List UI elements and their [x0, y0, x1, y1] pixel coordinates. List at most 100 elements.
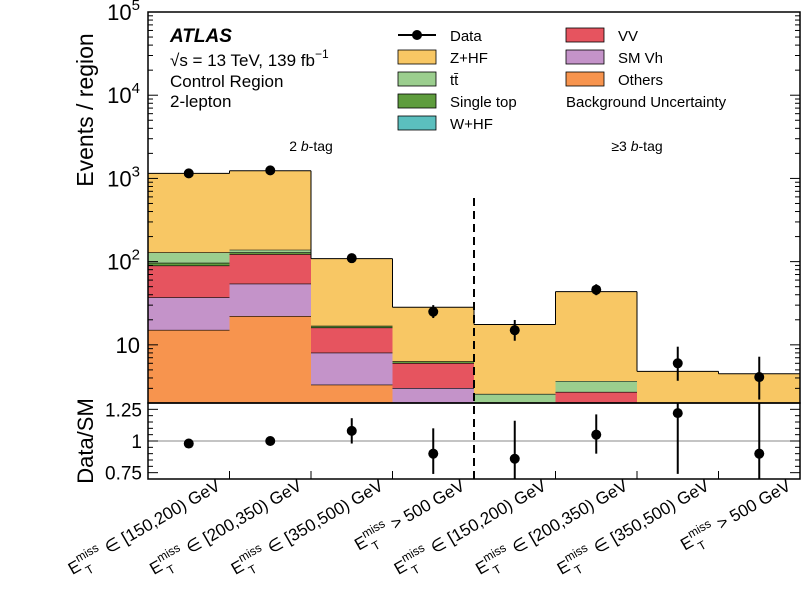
region-label-1: 2 b-tag — [289, 138, 333, 154]
bar-single-top-bin-3 — [311, 326, 393, 328]
stacked-backgrounds — [148, 170, 800, 403]
region-label-italic: b — [301, 138, 309, 154]
xtick-label-range: > 500 GeV — [710, 476, 795, 536]
ratio-axis-title: Data/SM — [73, 398, 98, 484]
ytick-label: 105 — [107, 0, 140, 25]
legend-swatch-w-hf — [397, 115, 437, 131]
ratio-ytick-label: 1.25 — [105, 400, 142, 421]
ratio-point-bin-4 — [428, 448, 439, 459]
ytick-exponent: 2 — [132, 247, 140, 264]
bar-others-bin-2 — [229, 316, 311, 403]
region-label-suffix: -tag — [639, 138, 663, 154]
bar-single-top-bin-2 — [229, 252, 311, 255]
legend-label-sm-vh: SM Vh — [618, 50, 663, 67]
legend-swatch-z-hf — [397, 49, 437, 65]
data-point-bin-4 — [428, 306, 439, 317]
bar-z-hf-bin-2 — [229, 170, 311, 250]
energy-text: √s = 13 TeV, 139 fb — [170, 51, 315, 70]
bar-others-bin-1 — [148, 330, 230, 403]
ratio-point-bin-5 — [509, 453, 520, 464]
y-axis-title: Events / region — [72, 33, 98, 186]
lumi-exponent: −1 — [315, 47, 329, 61]
bar-single-top-bin-4 — [392, 361, 474, 364]
bar-sm-vh-bin-4 — [392, 388, 474, 403]
ratio-point-bin-3 — [346, 425, 357, 436]
legend-label-z-hf: Z+HF — [450, 50, 488, 67]
ratio-point-bin-8 — [754, 448, 765, 459]
bar-tt-bin-1 — [148, 252, 230, 264]
xtick-label-sub: T — [83, 561, 97, 577]
legend-label-w-hf: W+HF — [450, 116, 493, 133]
ratio-point-bin-2 — [265, 436, 276, 446]
bar-tt-bin-6 — [555, 381, 637, 393]
legend-label-single-top: Single top — [450, 94, 517, 111]
ytick-base: 10 — [116, 333, 140, 358]
bar-tt-bin-5 — [474, 394, 556, 403]
ratio-point-bin-1 — [183, 438, 194, 449]
data-point-bin-3 — [346, 253, 357, 264]
bar-others-bin-3 — [311, 384, 393, 403]
xtick-label-sub: T — [165, 561, 179, 577]
legend-label-tt: tt̄ — [450, 72, 459, 89]
legend-label-data: Data — [450, 28, 482, 45]
ytick-label: 10 — [116, 333, 140, 358]
bar-vv-bin-2 — [229, 254, 311, 284]
legend-label-background-uncertainty: Background Uncertainty — [566, 94, 727, 111]
ytick-base: 10 — [107, 166, 131, 191]
ytick-label: 102 — [107, 247, 140, 275]
region-label-suffix: -tag — [309, 138, 333, 154]
bar-single-top-bin-1 — [148, 263, 230, 266]
legend-swatch-vv — [565, 27, 605, 43]
region-label-prefix: 2 — [289, 138, 301, 154]
region-label-italic: b — [631, 138, 639, 154]
xtick-label-sub: T — [491, 561, 505, 577]
bar-vv-bin-3 — [311, 327, 393, 353]
data-point-bin-2 — [265, 165, 276, 176]
ytick-label: 104 — [107, 80, 140, 108]
ytick-base: 10 — [107, 0, 131, 25]
channel-label: 2-lepton — [170, 92, 231, 111]
region-label: Control Region — [170, 72, 283, 91]
bar-sm-vh-bin-1 — [148, 297, 230, 331]
atlas-label: ATLAS — [169, 26, 232, 47]
legend-swatch-single-top — [397, 93, 437, 109]
region-label-prefix: ≥3 — [611, 138, 630, 154]
bar-sm-vh-bin-3 — [311, 352, 393, 385]
ytick-exponent: 5 — [132, 0, 140, 14]
legend-swatch-tt — [397, 71, 437, 87]
bar-vv-bin-1 — [148, 265, 230, 298]
xtick-label-sub: T — [369, 537, 383, 553]
energy-lumi-label: √s = 13 TeV, 139 fb−1 — [170, 47, 329, 70]
ytick-base: 10 — [107, 250, 131, 275]
data-point-bin-5 — [509, 325, 520, 336]
ytick-exponent: 3 — [132, 163, 140, 180]
data-point-bin-8 — [754, 372, 765, 383]
legend-swatch-others — [565, 71, 605, 87]
data-points — [183, 165, 765, 400]
bar-tt-bin-2 — [229, 249, 311, 253]
ratio-panel — [148, 403, 800, 479]
ytick-exponent: 4 — [132, 80, 140, 97]
ratio-point-bin-6 — [591, 429, 602, 440]
legend-label-others: Others — [618, 72, 663, 89]
data-point-bin-1 — [183, 168, 194, 179]
xtick-label-sub: T — [246, 561, 260, 577]
data-point-bin-6 — [591, 284, 602, 295]
legend-swatch-sm-vh — [565, 49, 605, 65]
bar-sm-vh-bin-2 — [229, 283, 311, 317]
legend-marker-data — [412, 30, 422, 40]
data-point-bin-7 — [672, 358, 683, 369]
ratio-ytick-label: 0.75 — [105, 464, 142, 485]
ratio-ytick-label: 1 — [131, 432, 142, 453]
bar-z-hf-bin-3 — [311, 258, 393, 327]
legend: Data Z+HF tt̄ Single top W+HF VV SM Vh Others Ba… — [397, 27, 727, 133]
bar-z-hf-bin-6 — [555, 291, 637, 382]
xtick-label-sub: T — [695, 537, 709, 553]
xtick-label-sub: T — [572, 561, 586, 577]
bar-vv-bin-4 — [392, 363, 474, 389]
bar-vv-bin-6 — [555, 392, 637, 403]
ratio-point-bin-7 — [672, 408, 683, 419]
ytick-base: 10 — [107, 83, 131, 108]
